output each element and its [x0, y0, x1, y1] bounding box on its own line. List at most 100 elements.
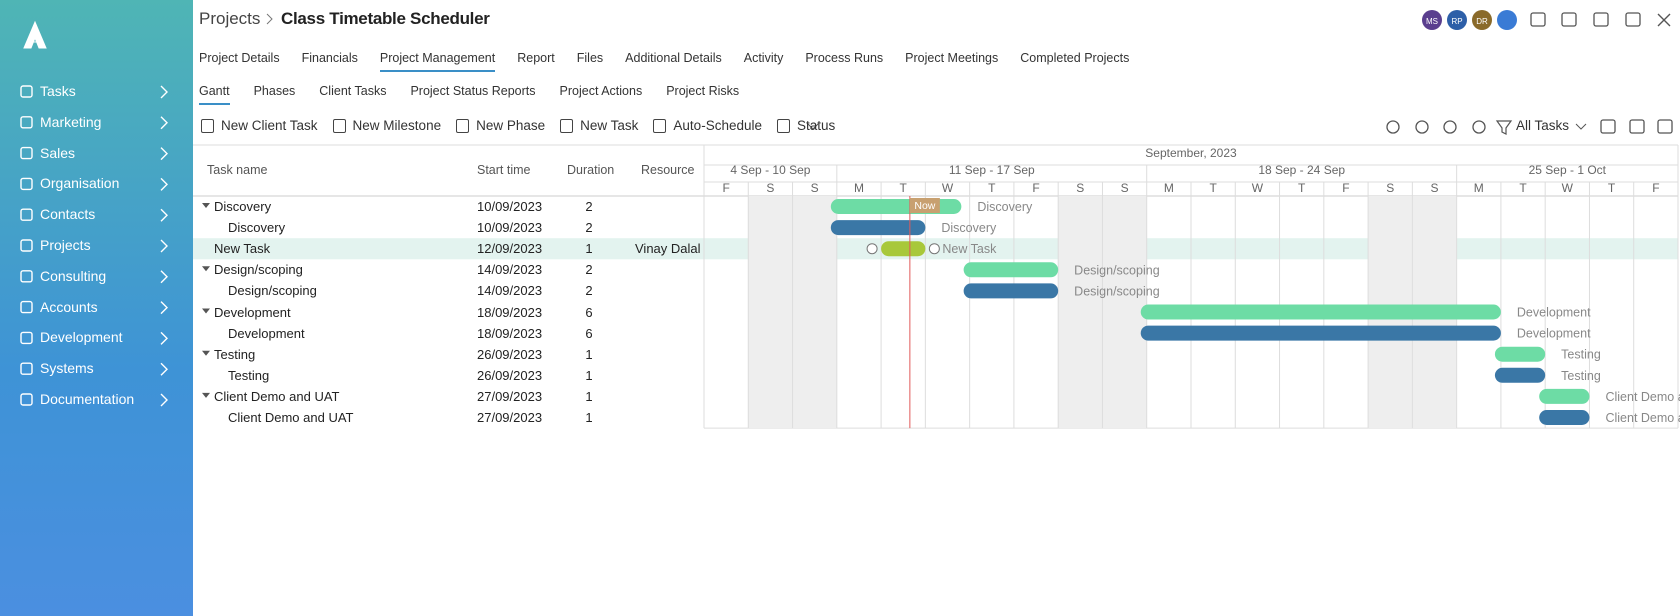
gantt-bar [1539, 388, 1590, 404]
start-time: 10/09/2023 [477, 199, 543, 214]
close [1657, 13, 1671, 27]
icon [776, 119, 790, 133]
chevron [160, 147, 168, 161]
tab[interactable]: Completed Projects [1020, 51, 1130, 65]
toolbar-icon [1472, 120, 1486, 134]
day: T [1209, 181, 1217, 195]
day: F [722, 181, 729, 195]
logo [23, 20, 47, 49]
avatar [1472, 10, 1492, 30]
tab[interactable]: Client Tasks [319, 84, 387, 98]
toolbar-button[interactable]: New Client Task [200, 118, 318, 133]
nav-item[interactable]: Sales [40, 144, 76, 161]
nav-item[interactable]: Documentation [40, 391, 135, 407]
avatar-text: MS [1426, 17, 1438, 26]
month: September, 2023 [1145, 146, 1237, 160]
day: T [1298, 181, 1306, 195]
handle [928, 243, 940, 255]
tab[interactable]: Project Details [199, 51, 280, 65]
bar-label: Development [1517, 306, 1591, 320]
start-time: 27/09/2023 [477, 410, 543, 425]
tab[interactable]: Gantt [199, 84, 230, 105]
nav-item[interactable]: Tasks [40, 83, 76, 99]
icon [653, 119, 667, 133]
toolbar-button[interactable]: New Task [559, 118, 639, 133]
nav-item[interactable]: Contacts [40, 206, 96, 223]
start-time: 27/09/2023 [477, 388, 543, 404]
icon [560, 119, 574, 133]
tab[interactable]: Financials [301, 51, 358, 65]
task-name: Discovery [228, 220, 286, 236]
day: F [1342, 181, 1349, 195]
tab[interactable]: Files [576, 51, 604, 65]
tab[interactable]: Activity [743, 51, 784, 65]
week: 25 Sep - 1 Oct [1529, 163, 1607, 177]
breadcrumb-sep [266, 13, 273, 25]
nav-item[interactable]: Consulting [40, 267, 107, 284]
toolbar-button[interactable]: Auto-Schedule [652, 118, 762, 133]
expander [202, 392, 210, 398]
tab[interactable]: Phases [253, 84, 296, 98]
nav-icon [20, 208, 33, 221]
header-icon [1625, 12, 1641, 27]
icon [332, 119, 346, 133]
nav-item[interactable]: Marketing [40, 113, 102, 130]
tab-bar: Project Details Financials Project Managem… [199, 51, 1129, 72]
day: S [1386, 181, 1394, 195]
gantt-bar [830, 220, 926, 236]
day: F [1032, 181, 1039, 195]
start-time: 26/09/2023 [477, 367, 543, 383]
tab[interactable]: Project Actions [559, 84, 643, 98]
nav-item[interactable]: Accounts [40, 298, 98, 315]
gantt-bar [1140, 304, 1501, 320]
start-time: 10/09/2023 [477, 220, 543, 236]
day: W [1562, 181, 1574, 195]
tab[interactable]: Project Status Reports [410, 84, 536, 98]
header-icon [1530, 12, 1546, 27]
nav-icon [20, 270, 33, 283]
nav-icon [20, 331, 33, 345]
day: T [900, 181, 908, 195]
chevron [160, 362, 168, 376]
start-time: 12/09/2023 [477, 241, 543, 257]
tab[interactable]: Report [517, 51, 555, 65]
nav-item[interactable]: Organisation [40, 175, 120, 192]
tab[interactable]: Project Management [379, 51, 496, 72]
now-box [909, 198, 940, 213]
tab[interactable]: Process Runs [805, 51, 884, 65]
tab[interactable]: Project Meetings [905, 51, 999, 65]
handle [866, 243, 878, 255]
toolbar-button[interactable]: New Phase [455, 118, 546, 133]
nav-icon [20, 239, 33, 252]
chevron [160, 301, 168, 315]
icon [456, 119, 470, 133]
toolbar-button[interactable]: New Milestone [332, 118, 442, 133]
nav-item[interactable]: Systems [40, 360, 94, 377]
nav-item[interactable]: Development [40, 329, 123, 346]
bar-label: Development [1517, 327, 1591, 341]
week: 11 Sep - 17 Sep [949, 163, 1035, 177]
task-name: Development [228, 325, 305, 341]
task-name: Design/scoping [228, 283, 317, 299]
duration: 1 [585, 410, 593, 425]
tab[interactable]: Additional Details [625, 51, 722, 65]
gantt-bar [1494, 367, 1546, 383]
chevron [160, 393, 168, 407]
expander [202, 266, 210, 272]
toolbar-button[interactable]: Status [776, 118, 836, 133]
chevron [1575, 123, 1587, 130]
day: W [1252, 181, 1264, 195]
tab[interactable]: Project Risks [666, 84, 740, 98]
column-header: Duration [567, 163, 615, 177]
weekend [1102, 196, 1147, 429]
breadcrumb[interactable]: Projects [199, 9, 261, 28]
week: 4 Sep - 10 Sep [730, 163, 810, 177]
nav-icon [20, 85, 33, 98]
nav-item[interactable]: Projects [40, 237, 91, 253]
filter[interactable]: All Tasks [1516, 118, 1570, 133]
nav-icon [20, 362, 33, 375]
week: 18 Sep - 24 Sep [1258, 163, 1345, 177]
expander [202, 308, 210, 314]
duration: 1 [585, 346, 593, 362]
